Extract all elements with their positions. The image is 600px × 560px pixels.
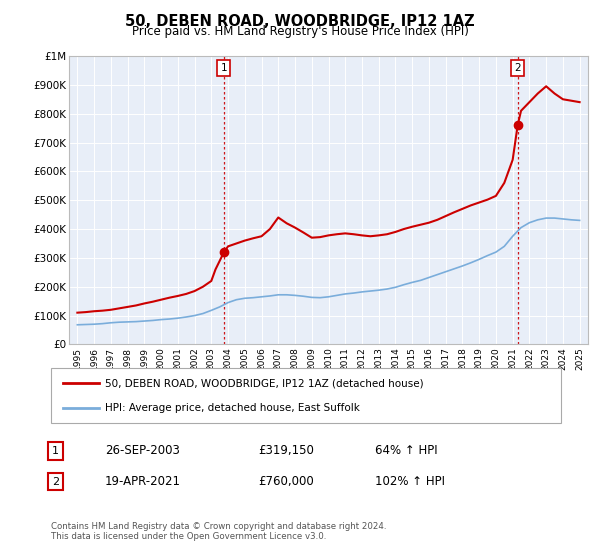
Text: £760,000: £760,000: [258, 475, 314, 488]
Text: 64% ↑ HPI: 64% ↑ HPI: [375, 444, 437, 458]
Text: 50, DEBEN ROAD, WOODBRIDGE, IP12 1AZ: 50, DEBEN ROAD, WOODBRIDGE, IP12 1AZ: [125, 14, 475, 29]
Text: HPI: Average price, detached house, East Suffolk: HPI: Average price, detached house, East…: [105, 403, 360, 413]
Text: 1: 1: [52, 446, 59, 456]
Text: 2: 2: [52, 477, 59, 487]
Text: Price paid vs. HM Land Registry's House Price Index (HPI): Price paid vs. HM Land Registry's House …: [131, 25, 469, 38]
Text: 1: 1: [221, 63, 227, 73]
Text: Contains HM Land Registry data © Crown copyright and database right 2024.
This d: Contains HM Land Registry data © Crown c…: [51, 522, 386, 542]
Text: 102% ↑ HPI: 102% ↑ HPI: [375, 475, 445, 488]
Text: 50, DEBEN ROAD, WOODBRIDGE, IP12 1AZ (detached house): 50, DEBEN ROAD, WOODBRIDGE, IP12 1AZ (de…: [105, 378, 424, 388]
Text: 19-APR-2021: 19-APR-2021: [105, 475, 181, 488]
Text: £319,150: £319,150: [258, 444, 314, 458]
Text: 2: 2: [514, 63, 521, 73]
Text: 26-SEP-2003: 26-SEP-2003: [105, 444, 180, 458]
